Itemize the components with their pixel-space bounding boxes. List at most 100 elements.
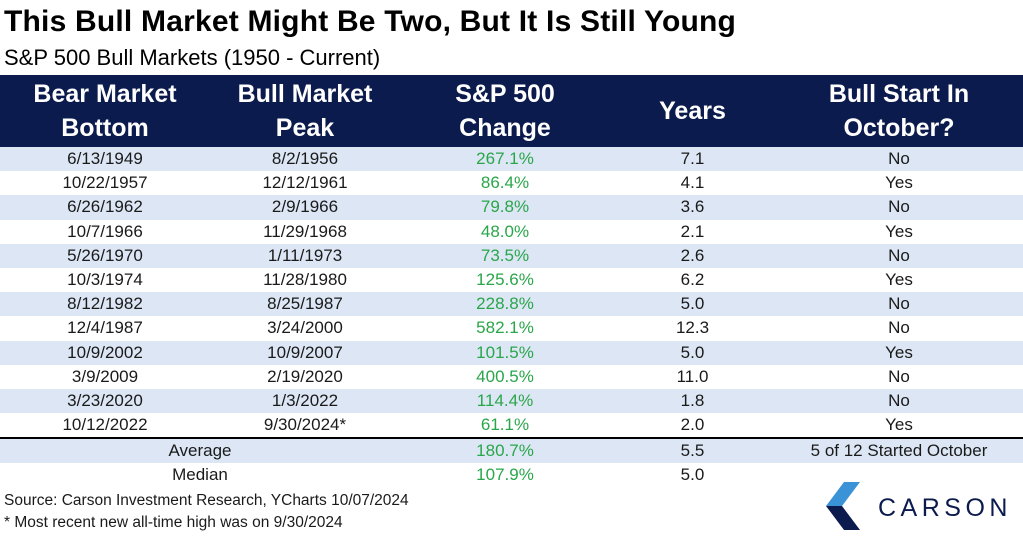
cell-october: Yes	[775, 340, 1023, 365]
median-row: Median 107.9% 5.0	[0, 463, 1023, 488]
cell-bear-bottom: 10/22/1957	[0, 171, 210, 196]
cell-sp500-change: 86.4%	[400, 171, 610, 196]
footnote: * Most recent new all-time high was on 9…	[4, 514, 343, 531]
table-row: 6/13/1949 8/2/1956 267.1% 7.1 No	[0, 147, 1023, 172]
cell-bear-bottom: 12/4/1987	[0, 316, 210, 341]
cell-years: 2.6	[610, 243, 775, 268]
logo-wordmark: CARSON	[878, 493, 1012, 522]
cell-bear-bottom: 6/26/1962	[0, 195, 210, 220]
median-october	[775, 463, 1023, 488]
cell-october: No	[775, 388, 1023, 414]
header-line: Bull Start In	[828, 80, 970, 108]
median-label: Median	[0, 463, 400, 488]
cell-sp500-change: 228.8%	[400, 292, 610, 317]
header-line: Bottom	[61, 114, 149, 142]
carson-logo: CARSON	[826, 481, 1016, 535]
page-subtitle: S&P 500 Bull Markets (1950 - Current)	[4, 45, 381, 70]
table-body: 6/13/1949 8/2/1956 267.1% 7.1 No 10/22/1957 12…	[0, 147, 1023, 440]
cell-bull-peak: 3/24/2000	[210, 316, 400, 341]
header-line: October?	[843, 114, 955, 142]
cell-bull-peak: 12/12/1961	[210, 171, 400, 196]
cell-years: 5.0	[610, 292, 775, 317]
table-row: 10/12/2022 9/30/2024* 61.1% 2.0 Yes	[0, 413, 1023, 440]
cell-october: No	[775, 195, 1023, 220]
cell-sp500-change: 125.6%	[400, 267, 610, 293]
cell-sp500-change: 48.0%	[400, 219, 610, 244]
source-note: Source: Carson Investment Research, YCha…	[4, 492, 409, 509]
median-change: 107.9%	[400, 463, 610, 488]
cell-sp500-change: 114.4%	[400, 388, 610, 414]
cell-october: No	[775, 364, 1023, 389]
header-line: Bull Market	[237, 80, 373, 108]
cell-sp500-change: 101.5%	[400, 340, 610, 365]
cell-bull-peak: 8/25/1987	[210, 292, 400, 317]
cell-years: 6.2	[610, 267, 775, 293]
cell-october: Yes	[775, 413, 1023, 440]
average-years: 5.5	[610, 438, 775, 464]
average-change: 180.7%	[400, 438, 610, 464]
carson-chevron-icon	[826, 481, 860, 535]
header-bull-market-peak: Bull Market Peak	[210, 75, 400, 147]
table-row: 10/3/1974 11/28/1980 125.6% 6.2 Yes	[0, 267, 1023, 293]
cell-bull-peak: 11/28/1980	[210, 267, 400, 293]
cell-sp500-change: 400.5%	[400, 364, 610, 389]
average-row: Average 180.7% 5.5 5 of 12 Started Octob…	[0, 438, 1023, 464]
table-row: 6/26/1962 2/9/1966 79.8% 3.6 No	[0, 195, 1023, 220]
cell-years: 5.0	[610, 340, 775, 365]
cell-october: No	[775, 243, 1023, 268]
cell-years: 7.1	[610, 147, 775, 172]
cell-sp500-change: 582.1%	[400, 316, 610, 341]
header-years: Years	[610, 75, 775, 147]
table-row: 10/22/1957 12/12/1961 86.4% 4.1 Yes	[0, 171, 1023, 196]
cell-bear-bottom: 10/12/2022	[0, 413, 210, 440]
header-line: S&P 500	[455, 80, 555, 108]
cell-years: 2.1	[610, 219, 775, 244]
cell-bear-bottom: 10/7/1966	[0, 219, 210, 244]
page-title: This Bull Market Might Be Two, But It Is…	[4, 5, 737, 38]
table-row: 12/4/1987 3/24/2000 582.1% 12.3 No	[0, 316, 1023, 341]
cell-bear-bottom: 3/9/2009	[0, 364, 210, 389]
cell-october: Yes	[775, 219, 1023, 244]
cell-bull-peak: 11/29/1968	[210, 219, 400, 244]
cell-sp500-change: 73.5%	[400, 243, 610, 268]
cell-bull-peak: 8/2/1956	[210, 147, 400, 172]
cell-bull-peak: 2/9/1966	[210, 195, 400, 220]
median-years: 5.0	[610, 463, 775, 488]
table-summary: Average 180.7% 5.5 5 of 12 Started Octob…	[0, 438, 1023, 488]
cell-bull-peak: 1/3/2022	[210, 388, 400, 414]
cell-bull-peak: 1/11/1973	[210, 243, 400, 268]
cell-october: No	[775, 316, 1023, 341]
table-row: 3/23/2020 1/3/2022 114.4% 1.8 No	[0, 388, 1023, 414]
cell-sp500-change: 79.8%	[400, 195, 610, 220]
header-bull-start-october: Bull Start In October?	[775, 75, 1023, 147]
cell-bear-bottom: 10/3/1974	[0, 267, 210, 293]
bull-market-table: Bear Market Bottom Bull Market Peak S&P …	[0, 75, 1023, 488]
header-line: Peak	[275, 114, 335, 142]
average-october: 5 of 12 Started October	[775, 438, 1023, 464]
cell-bear-bottom: 3/23/2020	[0, 388, 210, 414]
cell-years: 4.1	[610, 171, 775, 196]
cell-years: 3.6	[610, 195, 775, 220]
header-line: Years	[659, 97, 726, 125]
cell-years: 1.8	[610, 388, 775, 414]
cell-years: 12.3	[610, 316, 775, 341]
header-line: Change	[459, 114, 551, 142]
cell-years: 2.0	[610, 413, 775, 440]
table-header: Bear Market Bottom Bull Market Peak S&P …	[0, 75, 1023, 147]
header-sp500-change: S&P 500 Change	[400, 75, 610, 147]
cell-bull-peak: 9/30/2024*	[210, 413, 400, 440]
cell-bull-peak: 10/9/2007	[210, 340, 400, 365]
cell-bear-bottom: 5/26/1970	[0, 243, 210, 268]
cell-october: No	[775, 147, 1023, 172]
table-row: 8/12/1982 8/25/1987 228.8% 5.0 No	[0, 292, 1023, 317]
cell-sp500-change: 267.1%	[400, 147, 610, 172]
cell-october: No	[775, 292, 1023, 317]
table-row: 10/9/2002 10/9/2007 101.5% 5.0 Yes	[0, 340, 1023, 365]
cell-bear-bottom: 8/12/1982	[0, 292, 210, 317]
header-line: Bear Market	[33, 80, 177, 108]
header-bear-market-bottom: Bear Market Bottom	[0, 75, 210, 147]
cell-bull-peak: 2/19/2020	[210, 364, 400, 389]
cell-october: Yes	[775, 267, 1023, 293]
cell-sp500-change: 61.1%	[400, 413, 610, 440]
table-row: 5/26/1970 1/11/1973 73.5% 2.6 No	[0, 243, 1023, 268]
